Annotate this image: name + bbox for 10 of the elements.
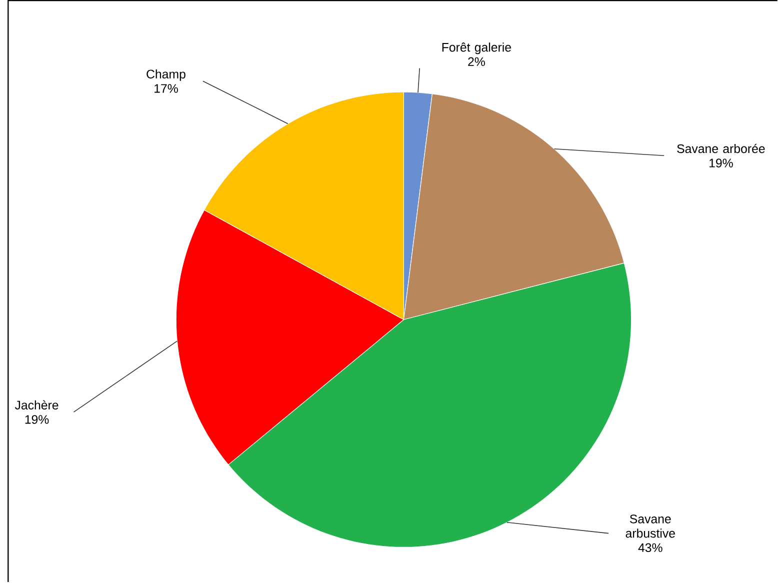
data-label: 17% bbox=[154, 84, 178, 93]
slice-label: Forêt galerie bbox=[442, 42, 511, 54]
data-label: 2% bbox=[468, 57, 485, 66]
data-label: 19% bbox=[710, 158, 733, 168]
data-label: 19% bbox=[25, 415, 49, 424]
slice-label: Savane arbustive bbox=[626, 514, 675, 538]
data-label: 43% bbox=[638, 543, 662, 552]
slice-label: Jachère bbox=[14, 400, 58, 410]
slice-label: Champ bbox=[146, 70, 186, 82]
slice-label: Savane arborée bbox=[677, 144, 765, 154]
